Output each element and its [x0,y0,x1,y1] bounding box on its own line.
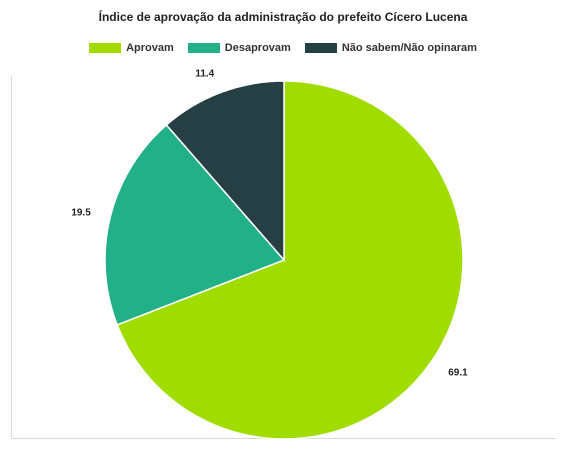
data-label-desaprovam: 19.5 [71,207,91,218]
pie-slice-nao-sabem[interactable] [165,80,285,263]
pie-slice-aprovam[interactable] [116,80,464,440]
legend-item-desaprovam[interactable]: Desaprovam [187,42,291,54]
pie-slice-desaprovam[interactable] [104,123,286,326]
legend-swatch-aprovam [89,43,122,53]
chart-legend: Aprovam Desaprovam Não sabem/Não opinara… [0,42,566,54]
chart-title: Índice de aprovação da administração do … [98,10,468,24]
legend-label-aprovam: Aprovam [126,42,174,54]
legend-item-aprovam[interactable]: Aprovam [89,42,174,54]
legend-swatch-nao-sabem [304,43,337,53]
legend-swatch-desaprovam [187,43,220,53]
data-label-aprovam: 69.1 [448,367,468,378]
data-label-nao-sabem: 11.4 [195,69,214,80]
legend-item-nao-sabem[interactable]: Não sabem/Não opinaram [304,42,477,54]
legend-label-desaprovam: Desaprovam [224,42,291,54]
legend-label-nao-sabem: Não sabem/Não opinaram [341,42,477,54]
